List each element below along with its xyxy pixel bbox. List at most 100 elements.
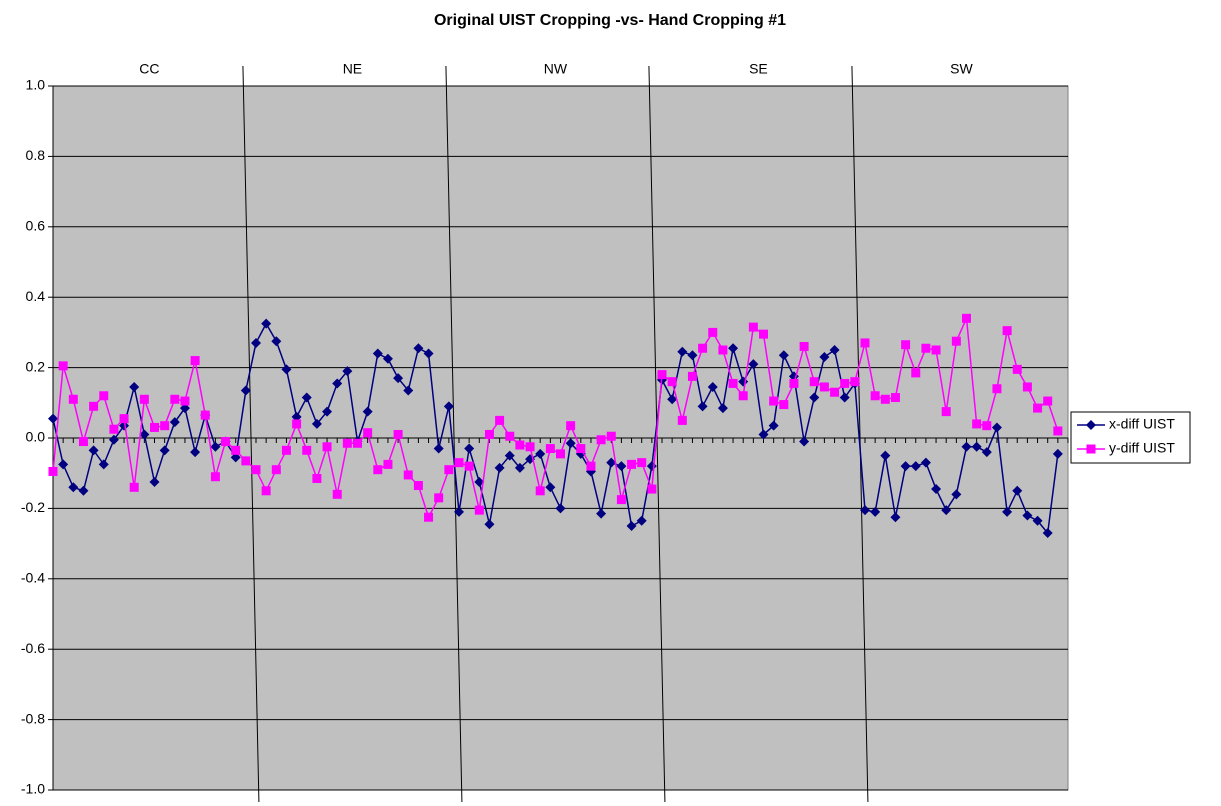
point: [150, 422, 159, 432]
point: [342, 438, 352, 448]
point: [281, 364, 292, 375]
point: [68, 394, 78, 404]
point: [1032, 515, 1043, 526]
point: [109, 424, 119, 434]
point: [860, 338, 870, 348]
point: [261, 318, 272, 329]
point: [58, 459, 69, 470]
point: [657, 370, 667, 380]
point: [240, 385, 251, 396]
point: [423, 348, 434, 359]
point: [972, 419, 982, 429]
group-label: SE: [749, 61, 768, 77]
group-label: CC: [139, 61, 159, 77]
point: [728, 378, 738, 388]
point: [769, 396, 779, 406]
point: [921, 343, 931, 353]
point: [748, 359, 759, 370]
point: [991, 422, 1002, 433]
point: [271, 465, 281, 475]
point: [768, 420, 779, 431]
point: [68, 482, 79, 493]
point: [718, 345, 728, 355]
point: [149, 477, 160, 487]
point: [504, 450, 515, 461]
point: [698, 343, 708, 353]
point: [900, 461, 911, 472]
point: [961, 441, 972, 452]
point: [687, 350, 698, 361]
point: [179, 403, 190, 414]
point: [200, 410, 210, 420]
point: [139, 394, 149, 404]
y-tick-label: -0.6: [21, 640, 45, 656]
point: [78, 437, 88, 447]
point: [230, 452, 241, 463]
point: [535, 448, 546, 459]
point: [180, 396, 190, 406]
point: [129, 381, 140, 392]
point: [505, 431, 515, 441]
point: [311, 418, 322, 429]
point: [383, 459, 393, 469]
point: [241, 456, 251, 466]
point: [292, 419, 302, 429]
point: [251, 337, 261, 348]
point: [362, 406, 373, 417]
point: [545, 482, 556, 493]
point: [231, 445, 241, 455]
point: [1033, 403, 1043, 413]
group-divider: [445, 65, 463, 803]
point: [627, 459, 637, 469]
point: [484, 429, 494, 439]
point: [779, 400, 789, 410]
point: [403, 385, 414, 396]
group-label: NW: [544, 61, 568, 77]
point: [809, 377, 819, 387]
point: [424, 512, 434, 522]
point: [717, 403, 728, 414]
point: [789, 378, 799, 388]
point: [830, 387, 840, 397]
point: [799, 341, 809, 351]
y-tick-label: 0.8: [26, 147, 46, 163]
point: [1086, 444, 1096, 454]
point: [1002, 506, 1013, 517]
point: [119, 414, 129, 424]
point: [1002, 326, 1012, 336]
point: [210, 472, 220, 482]
point: [332, 378, 343, 389]
point: [647, 484, 657, 494]
point: [890, 512, 901, 523]
point: [697, 401, 708, 412]
point: [159, 445, 170, 456]
point: [302, 445, 312, 455]
group-divider: [242, 65, 260, 803]
point: [474, 477, 485, 487]
point: [210, 441, 221, 452]
y-tick-label: 0.0: [26, 429, 46, 445]
point: [464, 461, 474, 471]
point: [860, 505, 870, 516]
point: [829, 345, 840, 355]
point: [799, 436, 810, 447]
point: [454, 506, 464, 517]
point: [870, 506, 881, 517]
point: [514, 462, 525, 473]
point: [119, 420, 130, 431]
point: [1012, 485, 1023, 496]
point: [1022, 510, 1033, 521]
point: [951, 489, 962, 500]
point: [890, 393, 900, 403]
point: [606, 431, 616, 441]
point: [494, 462, 505, 473]
point: [444, 465, 454, 475]
point: [951, 336, 961, 346]
point: [707, 381, 718, 392]
point: [108, 434, 119, 445]
point: [48, 466, 58, 476]
point: [1022, 382, 1032, 392]
point: [382, 353, 393, 364]
point: [1086, 420, 1096, 430]
